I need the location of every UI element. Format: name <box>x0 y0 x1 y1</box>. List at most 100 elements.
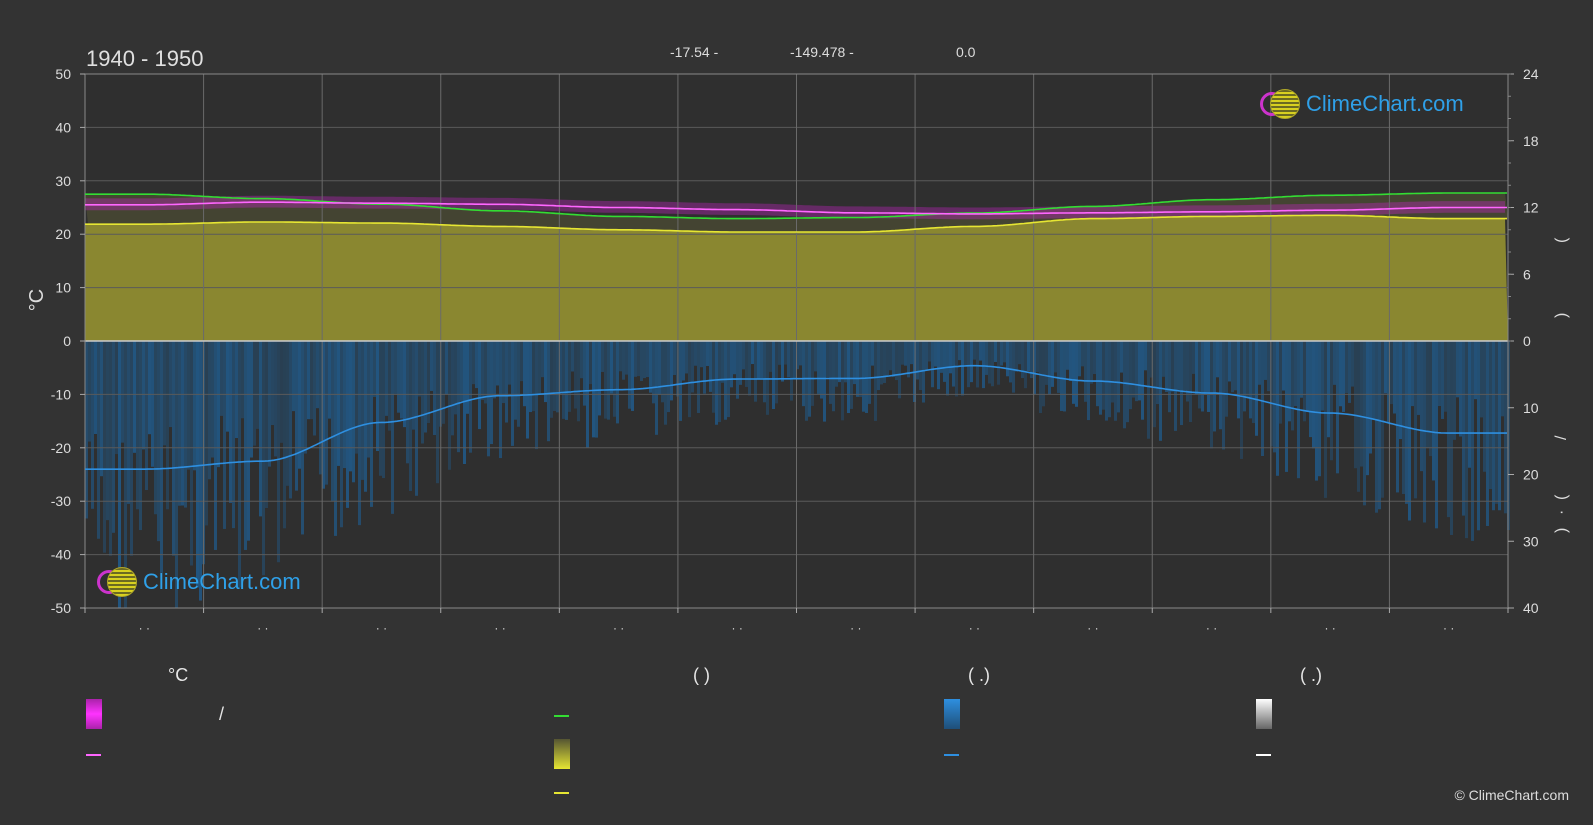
precip-bar <box>562 341 565 419</box>
precip-bar <box>382 341 385 479</box>
precip-bar <box>601 341 604 372</box>
precip-bar <box>1081 341 1084 367</box>
precip-bar <box>499 341 502 459</box>
precip-bar <box>142 341 145 450</box>
precip-bar <box>1051 341 1054 387</box>
precip-bar <box>1060 341 1063 411</box>
precip-bar <box>550 341 553 418</box>
precip-bar <box>667 341 670 413</box>
precip-bar <box>1003 341 1006 363</box>
precip-bar <box>919 341 922 391</box>
precip-bar <box>208 341 211 480</box>
x-tick-label: · · <box>257 621 268 635</box>
precip-bar <box>460 341 463 401</box>
precip-bar <box>748 341 751 396</box>
precip-bar <box>310 341 313 420</box>
precip-bar <box>988 341 991 384</box>
precip-bar <box>1102 341 1105 410</box>
precip-bar <box>1342 341 1345 412</box>
precip-bar <box>1345 341 1348 394</box>
precip-bar <box>1021 341 1024 379</box>
precip-bar <box>316 341 319 409</box>
precip-bar <box>109 341 112 556</box>
precip-bar <box>1438 341 1441 407</box>
precip-bar <box>1174 341 1177 431</box>
precip-bar <box>1192 341 1195 374</box>
precip-bar <box>418 341 421 397</box>
logo-sun-icon <box>1270 89 1300 119</box>
precip-bar <box>895 341 898 381</box>
precip-bar <box>1339 341 1342 407</box>
precip-bar <box>226 341 229 432</box>
precip-bar <box>130 341 133 556</box>
precip-bar <box>265 341 268 509</box>
precip-bar <box>1282 341 1285 391</box>
precip-bar <box>643 341 646 379</box>
precip-bar <box>100 341 103 477</box>
precip-bar <box>793 341 796 379</box>
precip-bar <box>1279 341 1282 424</box>
precip-bar <box>1324 341 1327 498</box>
precip-bar <box>1498 341 1501 511</box>
logo-top[interactable]: ClimeChart.com <box>1260 89 1464 119</box>
precip-bar <box>253 341 256 446</box>
precip-bar <box>97 341 100 539</box>
left-tick-label: 0 <box>63 333 71 349</box>
precip-bar <box>1354 341 1357 469</box>
precip-bar <box>799 341 802 366</box>
precip-bar <box>553 341 556 411</box>
x-tick-label: · · <box>1324 621 1335 635</box>
precip-bar <box>199 341 202 601</box>
precip-bar <box>862 341 865 412</box>
precip-bar <box>760 341 763 379</box>
temp-mean-line <box>85 201 1507 215</box>
precip-bar <box>1195 341 1198 395</box>
precip-bar <box>1036 341 1039 373</box>
precip-bar <box>1027 341 1030 371</box>
precip-bar <box>1072 341 1075 404</box>
precip-bar <box>1378 341 1381 510</box>
precip-bar <box>1306 341 1309 412</box>
precip-bar <box>532 341 535 412</box>
precip-bar <box>1465 341 1468 539</box>
precip-bar <box>883 341 886 383</box>
x-tick-label: · · <box>969 621 980 635</box>
precip-bar <box>688 341 691 418</box>
precip-bar <box>847 341 850 414</box>
precip-bar <box>640 341 643 381</box>
left-tick-label: 40 <box>55 119 71 135</box>
legend-snow-swatch <box>1256 699 1272 729</box>
precip-bar <box>1099 341 1102 415</box>
x-tick-label: · · <box>732 621 743 635</box>
precip-bar <box>529 341 532 413</box>
precip-bar <box>802 341 805 407</box>
precip-bar <box>685 341 688 374</box>
precip-bar <box>328 341 331 419</box>
precip-bar <box>121 341 124 443</box>
logo-bottom[interactable]: ClimeChart.com <box>97 567 301 597</box>
precip-bar <box>1444 341 1447 412</box>
precip-bar <box>196 341 199 588</box>
precip-bar <box>1030 341 1033 379</box>
precip-bar <box>1243 341 1246 412</box>
precip-bar <box>700 341 703 368</box>
legend-snow-line <box>1256 754 1271 756</box>
precip-bar <box>523 341 526 407</box>
precip-bar <box>1270 341 1273 447</box>
precip-bar <box>1453 341 1456 440</box>
precip-bar <box>388 341 391 431</box>
x-tick-label: · · <box>1206 621 1217 635</box>
precip-bar <box>1366 341 1369 476</box>
precip-bar <box>556 341 559 413</box>
precip-bar <box>1009 341 1012 383</box>
right-bottom-tick-label: 30 <box>1523 533 1539 549</box>
precip-bar <box>475 341 478 389</box>
precip-bar <box>307 341 310 420</box>
precip-bar <box>349 341 352 472</box>
precip-bar <box>907 341 910 378</box>
precip-bar <box>184 341 187 508</box>
precip-bar <box>1177 341 1180 390</box>
precip-bar <box>454 341 457 415</box>
precip-bar <box>856 341 859 397</box>
precip-bar <box>1090 341 1093 384</box>
